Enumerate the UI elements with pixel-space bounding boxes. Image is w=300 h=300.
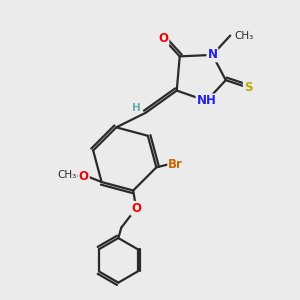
Text: Br: Br bbox=[168, 158, 183, 171]
Text: O: O bbox=[158, 32, 168, 45]
Text: CH₃: CH₃ bbox=[235, 31, 254, 40]
Text: N: N bbox=[207, 48, 218, 62]
Text: NH: NH bbox=[196, 94, 216, 107]
Text: S: S bbox=[244, 81, 252, 94]
Text: O: O bbox=[79, 169, 89, 183]
Text: O: O bbox=[131, 202, 141, 215]
Text: H: H bbox=[132, 103, 140, 113]
Text: CH₃: CH₃ bbox=[58, 169, 77, 180]
